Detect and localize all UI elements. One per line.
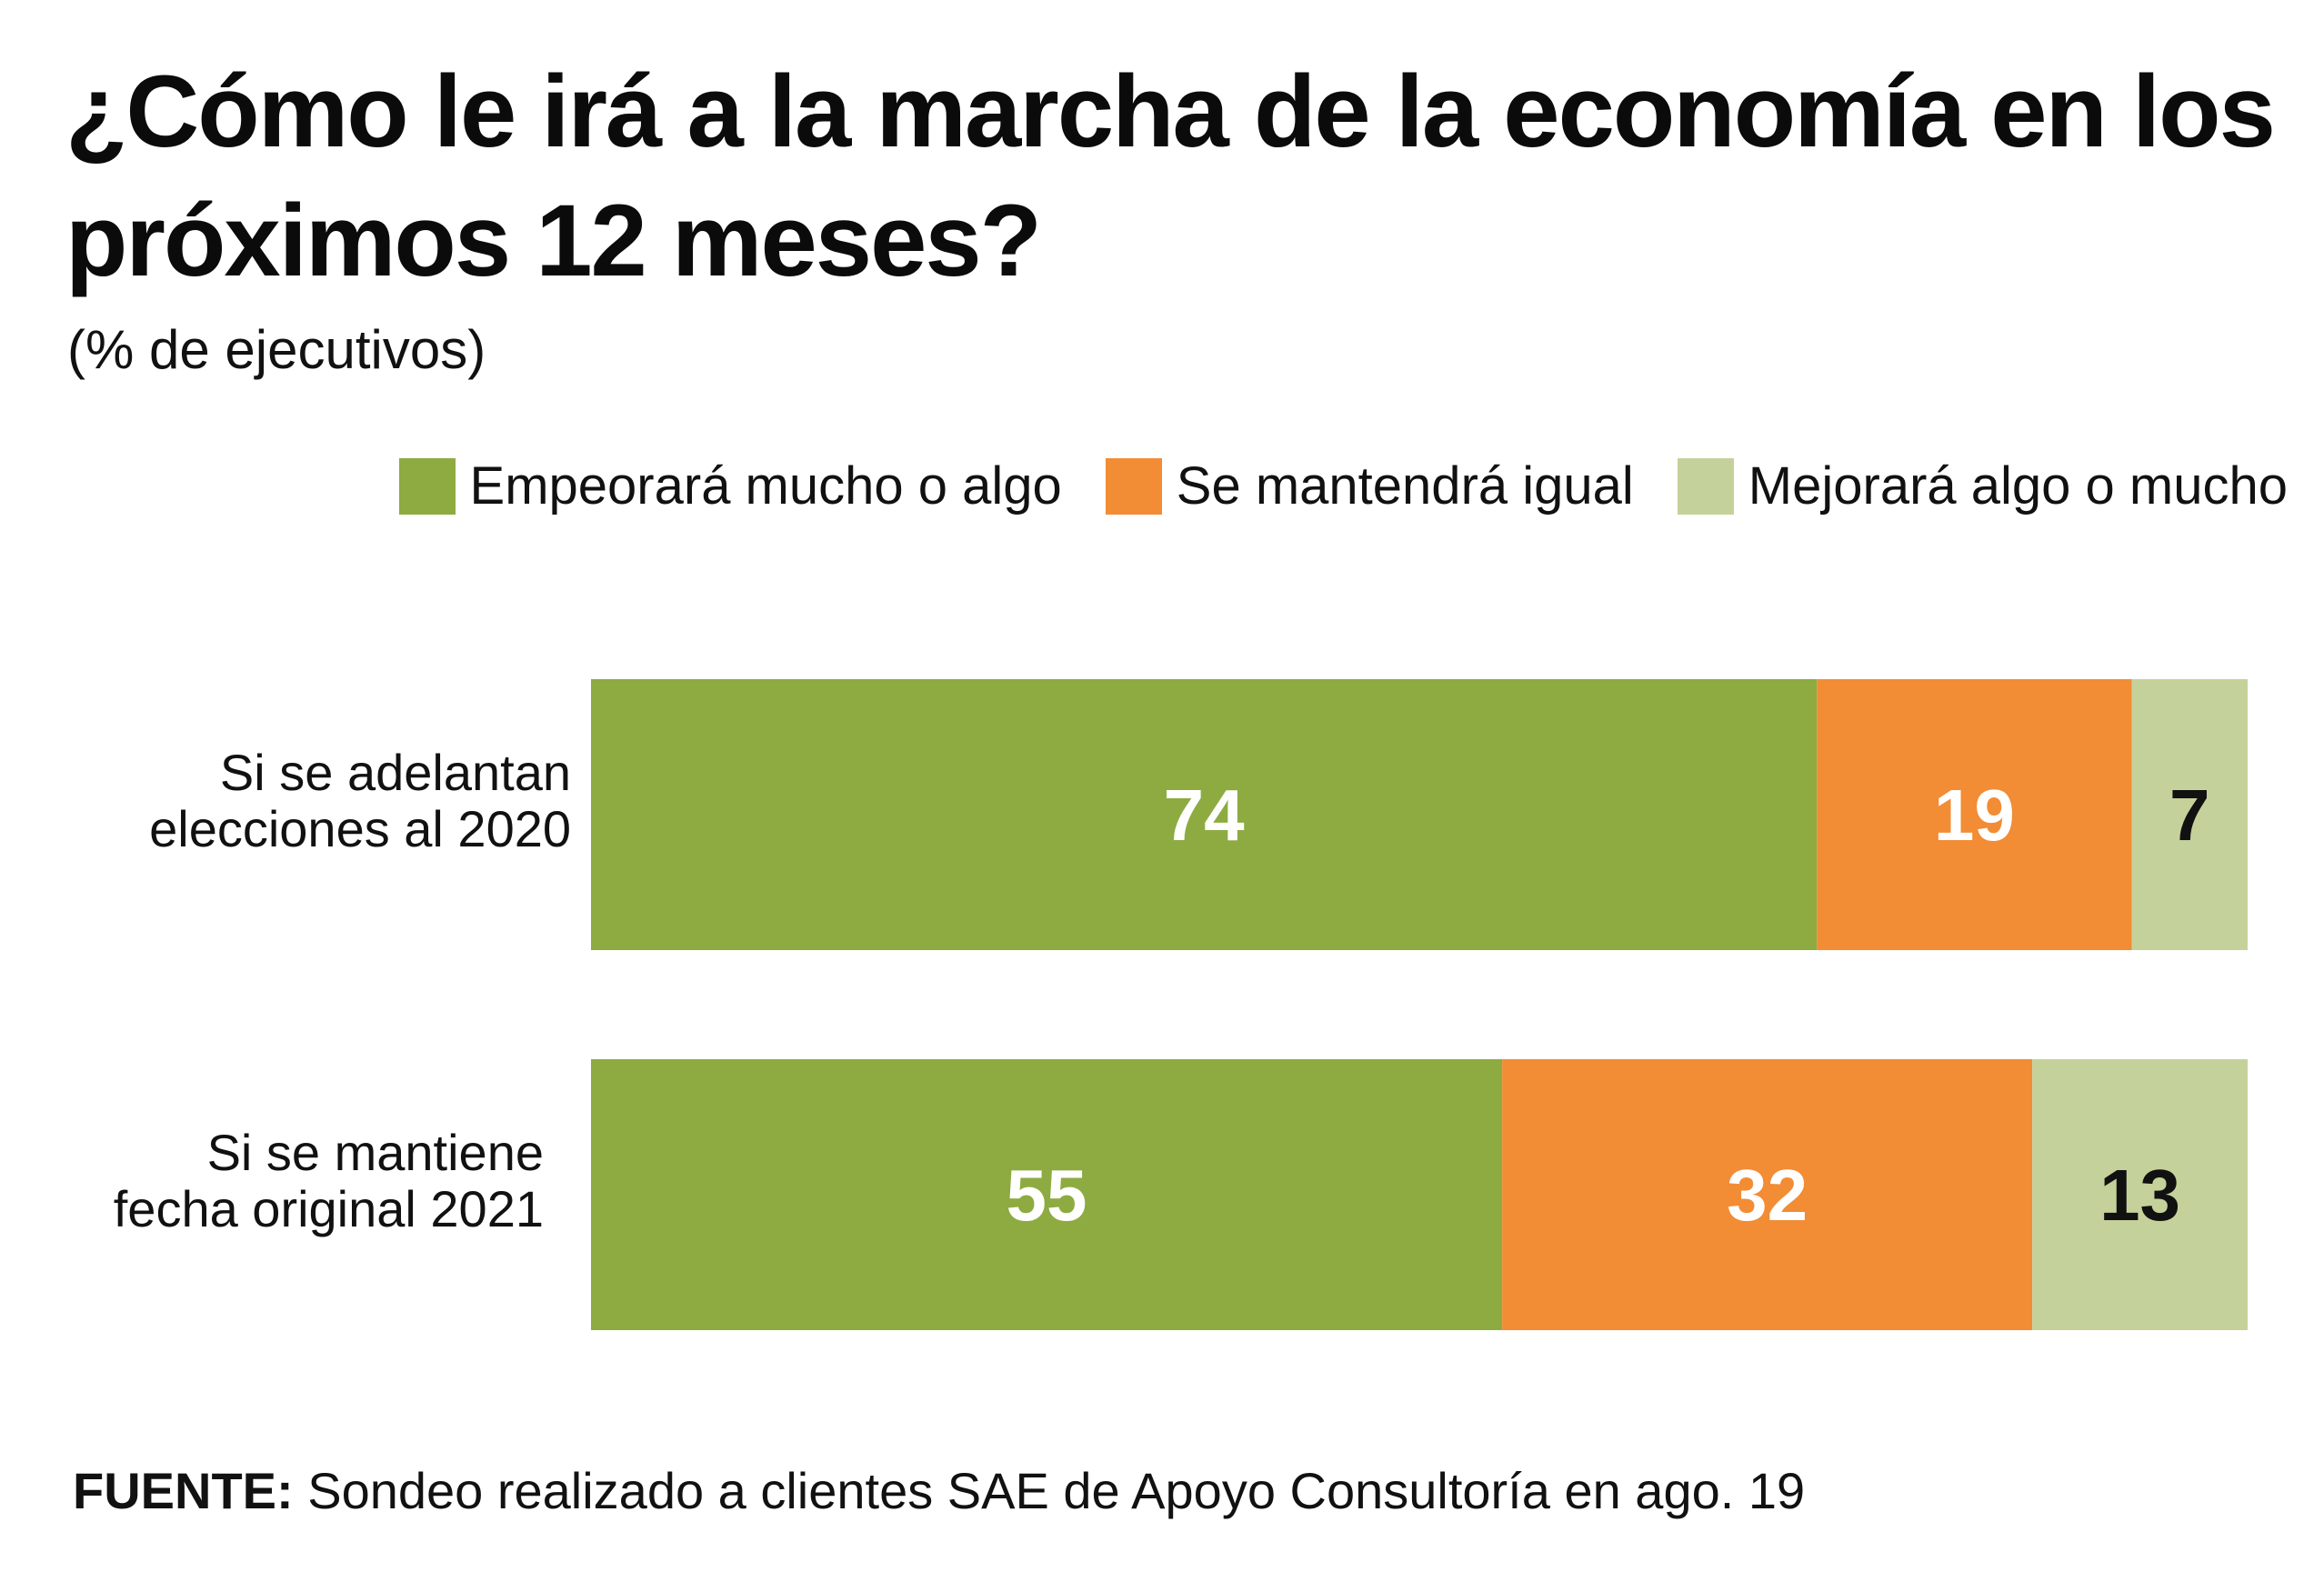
source-text: Sondeo realizado a clientes SAE de Apoyo…: [307, 1462, 1806, 1519]
legend-label-empeorara: Empeorará mucho o algo: [469, 456, 1062, 516]
bar-segment-igual-1: [1817, 679, 2132, 950]
legend-item-igual: Se mantendrá igual: [1105, 455, 1634, 518]
bar-segment-igual-2: [1502, 1059, 2033, 1330]
legend-swatch-mejorara: [1677, 458, 1734, 515]
category-label-line: Si se mantiene: [207, 1124, 544, 1181]
legend: Empeorará mucho o algo Se mantendrá igua…: [398, 455, 2288, 518]
bar-segment-mejorara-1: [2131, 679, 2248, 950]
stacked-bar-chart: Si se adelantan elecciones al 2020 74 19 7 Si…: [114, 679, 2248, 1330]
legend-label-mejorara: Mejorará algo o mucho: [1748, 456, 2288, 516]
category-label-line: fecha original 2021: [114, 1180, 544, 1237]
bar-segment-mejorara-2: [2032, 1059, 2248, 1330]
chart-title: ¿Cómo le irá a la marcha de la economía …: [65, 55, 2276, 297]
legend-swatch-empeorara: [398, 458, 456, 515]
data-label-igual-1: 19: [1934, 775, 2015, 856]
data-label-empeorara-2: 55: [1007, 1155, 1087, 1236]
legend-swatch-igual: [1105, 458, 1162, 515]
category-label-2: Si se mantiene fecha original 2021: [114, 1124, 544, 1237]
data-label-igual-2: 32: [1727, 1155, 1808, 1236]
bar-segment-empeorara-1: [591, 679, 1818, 950]
chart-subtitle: (% de ejecutivos): [67, 319, 486, 380]
legend-item-empeorara: Empeorará mucho o algo: [398, 455, 1062, 518]
category-label-1: Si se adelantan elecciones al 2020: [149, 744, 571, 857]
source-note: FUENTE: Sondeo realizado a clientes SAE …: [73, 1459, 1805, 1523]
data-label-empeorara-1: 74: [1164, 775, 1245, 856]
legend-label-igual: Se mantendrá igual: [1176, 456, 1634, 516]
source-label: FUENTE:: [73, 1462, 294, 1519]
bar-segment-empeorara-2: [591, 1059, 1503, 1330]
data-label-mejorara-1: 7: [2169, 775, 2210, 856]
legend-item-mejorara: Mejorará algo o mucho: [1677, 455, 2288, 518]
category-label-line: Si se adelantan: [220, 744, 571, 801]
data-label-mejorara-2: 13: [2099, 1155, 2180, 1236]
category-label-line: elecciones al 2020: [149, 800, 571, 857]
